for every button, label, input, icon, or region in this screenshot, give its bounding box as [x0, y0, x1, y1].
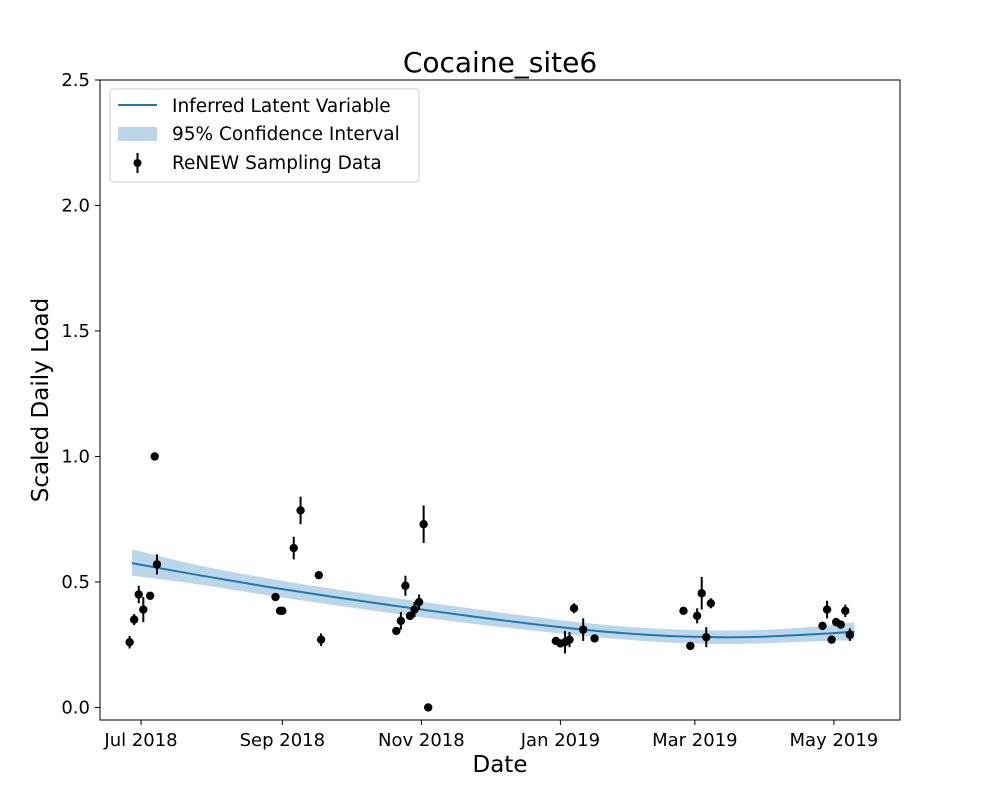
y-tick-label: 0.5	[61, 572, 90, 593]
data-point	[419, 520, 428, 529]
data-point	[822, 605, 832, 614]
x-tick-label: Mar 2019	[652, 730, 738, 751]
confidence-band	[131, 549, 855, 644]
data-point	[405, 611, 415, 621]
latent-variable-line	[131, 562, 855, 639]
legend-label-data: ReNEW Sampling Data	[172, 153, 382, 174]
data-point	[697, 589, 706, 598]
data-point	[316, 635, 326, 644]
data-point	[836, 620, 845, 629]
data-point	[414, 597, 424, 607]
data-point	[679, 606, 688, 616]
y-axis-ticks: 0.0 0.5 1.0 1.5 2.0 2.5	[61, 70, 100, 718]
data-point	[702, 632, 711, 642]
data-point	[145, 591, 155, 600]
y-tick-label: 2.5	[61, 70, 90, 91]
data-point	[818, 621, 827, 631]
data-point	[401, 581, 410, 590]
data-point	[692, 611, 702, 621]
data-point	[150, 452, 159, 461]
data-point	[590, 634, 599, 643]
data-point	[289, 543, 298, 553]
data-point	[569, 604, 579, 613]
data-point	[125, 637, 134, 647]
chart-title: Cocaine_site6	[403, 46, 597, 79]
x-tick-label: Jan 2019	[520, 730, 600, 751]
legend-label-latent: Inferred Latent Variable	[172, 96, 391, 117]
x-tick-label: May 2019	[790, 730, 879, 751]
data-point	[271, 592, 280, 602]
legend-label-ci: 95% Confidence Interval	[172, 124, 400, 145]
data-point	[134, 590, 143, 599]
latent-line-layer	[131, 562, 855, 639]
data-point	[686, 641, 695, 651]
data-point	[410, 605, 419, 614]
legend-point-swatch	[133, 159, 142, 167]
data-point	[424, 703, 433, 712]
data-point	[396, 616, 406, 626]
data-point	[296, 506, 305, 515]
data-point	[139, 605, 148, 614]
data-point	[565, 635, 574, 644]
legend-band-swatch	[118, 127, 157, 141]
y-tick-label: 2.0	[61, 195, 90, 216]
data-point	[706, 599, 716, 608]
y-tick-label: 1.5	[61, 321, 90, 342]
data-point	[841, 606, 850, 616]
confidence-band-layer	[131, 549, 855, 644]
x-tick-label: Jul 2018	[103, 730, 177, 751]
data-point	[129, 615, 139, 624]
plot-frame	[99, 79, 901, 721]
data-point	[278, 606, 287, 616]
data-point	[827, 635, 836, 644]
data-point	[845, 630, 855, 639]
data-point	[314, 570, 324, 580]
x-tick-label: Nov 2018	[378, 730, 465, 751]
legend: Inferred Latent Variable 95% Confidence …	[109, 88, 420, 183]
y-axis-label: Scaled Daily Load	[28, 298, 54, 502]
x-tick-label: Sep 2018	[240, 730, 325, 751]
y-tick-label: 1.0	[61, 446, 90, 467]
x-axis-label: Date	[473, 752, 528, 778]
data-points-layer	[125, 452, 855, 712]
data-point	[578, 625, 588, 634]
data-point	[392, 626, 401, 636]
legend-box	[109, 88, 420, 183]
data-point	[152, 560, 162, 569]
x-axis-ticks: Jul 2018 Sep 2018 Nov 2018 Jan 2019 Mar 2019…	[103, 720, 878, 751]
y-tick-label: 0.0	[61, 697, 90, 718]
